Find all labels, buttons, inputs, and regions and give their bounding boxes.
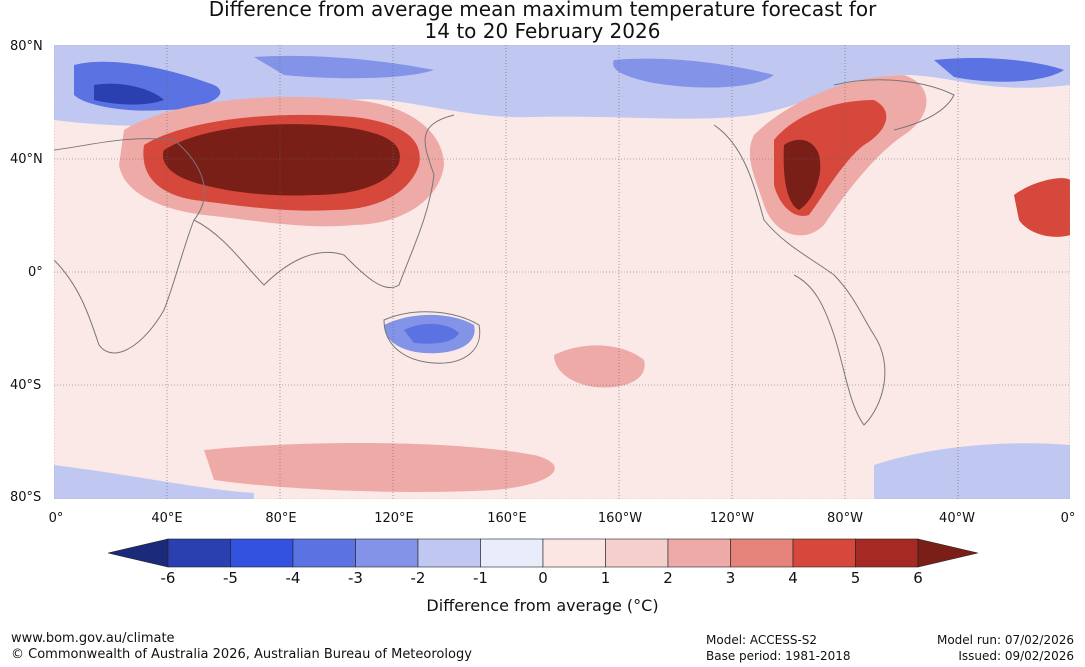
antarctic-cool-region-2 — [874, 443, 1070, 499]
map-title-line-2: 14 to 20 February 2026 — [424, 19, 661, 43]
arctic-cold-patch-4 — [254, 55, 434, 79]
colorbar-bin-7 — [542, 538, 606, 568]
coastlines — [54, 79, 955, 426]
footer-model: Model: ACCESS-S2 — [706, 633, 818, 647]
colorbar-bin-2 — [230, 538, 294, 568]
lat-label-80n: 80°N — [10, 39, 43, 54]
colorbar-tick: -1 — [473, 569, 488, 587]
colorbar-bin-5 — [417, 538, 481, 568]
colorbar-bin-3 — [292, 538, 356, 568]
lon-label-120w: 120°W — [709, 511, 755, 526]
colorbar-tick: 5 — [850, 569, 861, 587]
australia-coast — [383, 311, 481, 364]
lat-label-40s: 40°S — [10, 378, 42, 393]
arctic-cold-patch-3 — [934, 58, 1064, 82]
lon-label-160w: 160°W — [597, 511, 643, 526]
colorbar-bin-10 — [730, 538, 794, 568]
colorbar-tick: 3 — [725, 569, 736, 587]
antarctic-cool-region-1 — [54, 465, 254, 499]
colorbar-bin-12 — [855, 538, 919, 568]
lat-label-80s: 80°S — [10, 490, 42, 505]
australia-cold-core — [404, 323, 459, 344]
colorbar-tick: -6 — [160, 569, 176, 587]
greenland-canada-coast — [833, 79, 955, 131]
lat-label-0: 0° — [28, 265, 43, 280]
africa-europe-coast — [54, 138, 205, 354]
colorbar-label: Difference from average (°C) — [426, 596, 659, 615]
footer-base-period: Base period: 1981-2018 — [706, 649, 851, 663]
lon-label-80w: 80°W — [827, 511, 863, 526]
colorbar-min-extend — [108, 538, 169, 568]
colorbar-tick: 0 — [538, 569, 548, 587]
atlantic-warm-patch — [1014, 178, 1070, 237]
lon-label-80e: 80°E — [265, 511, 297, 526]
lat-label-40n: 40°N — [10, 152, 43, 167]
colorbar-tick: -4 — [285, 569, 301, 587]
lon-label-40e: 40°E — [151, 511, 183, 526]
arctic-cold-patch-2 — [613, 58, 774, 88]
arctic-cold-core-1 — [94, 83, 164, 105]
lon-label-0-left: 0° — [48, 511, 64, 526]
map-title-line-1: Difference from average mean maximum tem… — [208, 0, 877, 21]
lon-label-160e: 160°E — [487, 511, 527, 526]
colorbar-bin-1 — [167, 538, 231, 568]
colorbar — [108, 538, 978, 568]
footer-url: www.bom.gov.au/climate — [11, 631, 175, 646]
lon-label-0-right: 0° — [1060, 511, 1076, 526]
colorbar-tick: -3 — [348, 569, 363, 587]
colorbar-tick: 4 — [788, 569, 798, 587]
colorbar-bin-6 — [480, 538, 544, 568]
footer-issued: Issued: 09/02/2026 — [958, 649, 1074, 663]
asia-coast — [193, 114, 455, 289]
southern-ocean-warm-band — [204, 443, 555, 492]
north-america-extreme-heat-core — [783, 139, 821, 210]
colorbar-tick: -5 — [223, 569, 238, 587]
colorbar-max-extend — [917, 538, 978, 568]
americas-coast — [713, 124, 886, 426]
colorbar-bin-4 — [355, 538, 419, 568]
footer-model-run: Model run: 07/02/2026 — [936, 633, 1074, 647]
colorbar-tick: 6 — [913, 569, 923, 587]
lon-label-40w: 40°W — [939, 511, 975, 526]
graticule — [54, 45, 1070, 499]
footer-copyright: © Commonwealth of Australia 2026, Austra… — [11, 647, 472, 662]
colorbar-bin-11 — [792, 538, 856, 568]
south-pacific-warm-patch — [554, 345, 645, 388]
lon-label-120e: 120°E — [374, 511, 414, 526]
temperature-anomaly-map — [54, 45, 1070, 499]
colorbar-bin-8 — [605, 538, 669, 568]
colorbar-tick: 2 — [663, 569, 673, 587]
colorbar-tick: 1 — [600, 569, 611, 587]
colorbar-tick: -2 — [410, 569, 426, 587]
colorbar-bin-9 — [667, 538, 731, 568]
asia-extreme-heat-core — [163, 124, 400, 196]
